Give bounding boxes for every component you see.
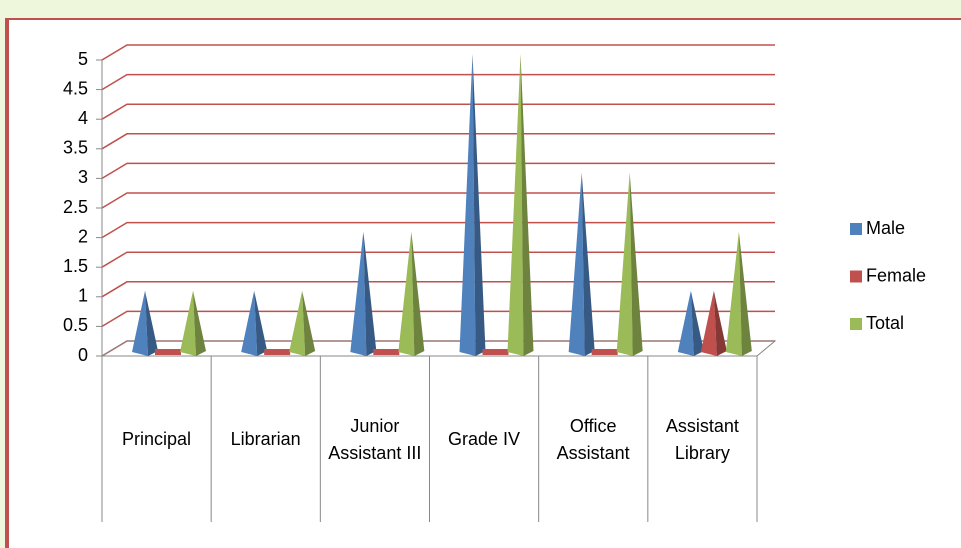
pyramid-face bbox=[132, 290, 148, 356]
pyramid-face bbox=[155, 349, 181, 355]
grid-line bbox=[101, 251, 775, 268]
grid-line bbox=[101, 73, 775, 91]
legend-label: Female bbox=[866, 265, 926, 285]
grid-line bbox=[101, 103, 775, 120]
pyramid-face bbox=[520, 54, 534, 356]
pyramid-face bbox=[289, 290, 306, 356]
pyramid bbox=[568, 172, 595, 356]
x-tick-label: Office Assistant bbox=[556, 415, 630, 463]
y-tick-label: 0 bbox=[78, 345, 88, 365]
pyramid-face bbox=[713, 290, 727, 356]
x-tick-label: Assistant Library bbox=[665, 415, 739, 463]
pyramid-face bbox=[581, 172, 595, 356]
pyramid-face bbox=[472, 54, 486, 356]
pyramid-face bbox=[302, 290, 316, 356]
pyramid-face bbox=[677, 290, 694, 356]
grid-line bbox=[101, 310, 775, 328]
y-tick-label: 0.5 bbox=[63, 315, 88, 335]
pyramid bbox=[677, 290, 704, 356]
legend-label: Male bbox=[866, 218, 905, 238]
pyramid-face bbox=[180, 290, 196, 356]
pyramid-face bbox=[350, 231, 367, 356]
pyramid bbox=[507, 54, 534, 356]
pyramid-face bbox=[700, 290, 717, 356]
y-tick-label: 1.5 bbox=[63, 256, 88, 276]
y-tick-label: 5 bbox=[78, 49, 88, 69]
pyramid-face bbox=[690, 290, 704, 356]
y-tick-label: 3 bbox=[78, 167, 88, 187]
legend-swatch bbox=[850, 318, 862, 330]
pyramid-face bbox=[373, 349, 400, 355]
legend-swatch bbox=[850, 270, 862, 283]
grid-line bbox=[101, 44, 775, 61]
x-tick-label: Grade IV bbox=[447, 429, 521, 449]
pyramid-face bbox=[616, 172, 633, 356]
pyramid-face bbox=[459, 54, 476, 356]
pyramid-face bbox=[725, 231, 742, 356]
grid-line bbox=[101, 192, 775, 209]
y-tick-label: 2.5 bbox=[63, 197, 88, 217]
x-tick-label: Principal bbox=[121, 429, 192, 449]
pyramid bbox=[700, 290, 727, 356]
y-tick-label: 4.5 bbox=[63, 78, 88, 98]
pyramid bbox=[482, 349, 509, 355]
grid-line bbox=[101, 281, 775, 298]
pyramid-face bbox=[363, 231, 377, 356]
chart-frame bbox=[5, 18, 961, 548]
y-tick-label: 4 bbox=[78, 108, 88, 128]
pyramid-face bbox=[398, 231, 415, 356]
legend-label: Total bbox=[866, 313, 904, 333]
pyramid-face bbox=[482, 349, 509, 355]
pyramid bbox=[289, 290, 316, 356]
x-tick-label: Junior Assistant III bbox=[328, 415, 422, 463]
pyramid bbox=[180, 290, 206, 356]
pyramid bbox=[725, 231, 752, 356]
legend-swatch bbox=[850, 223, 862, 235]
y-tick-label: 3.5 bbox=[63, 138, 88, 158]
pyramid bbox=[241, 290, 268, 356]
pyramid-face bbox=[591, 349, 618, 355]
pyramid bbox=[398, 231, 425, 356]
y-tick-label: 2 bbox=[78, 226, 88, 246]
pyramid bbox=[616, 172, 643, 356]
pyramid bbox=[350, 231, 377, 356]
pyramid-face bbox=[568, 172, 585, 356]
y-tick-label: 1 bbox=[78, 286, 88, 306]
grid-line bbox=[101, 162, 775, 180]
pyramid-face bbox=[411, 231, 425, 356]
grid-line bbox=[101, 221, 775, 239]
pyramid-face bbox=[507, 54, 524, 356]
pyramid bbox=[459, 54, 486, 356]
pyramid-face bbox=[264, 349, 291, 355]
grid-line bbox=[101, 133, 775, 150]
pyramid-face bbox=[254, 290, 268, 356]
pyramid bbox=[373, 349, 400, 355]
x-tick-label: Librarian bbox=[230, 429, 301, 449]
pyramid-face bbox=[241, 290, 258, 356]
pyramid-face bbox=[629, 172, 643, 356]
pyramid bbox=[132, 290, 158, 356]
pyramid bbox=[591, 349, 618, 355]
pyramid-face bbox=[193, 290, 206, 356]
pyramid-face bbox=[145, 290, 158, 356]
pyramid-face bbox=[738, 231, 752, 356]
pyramid bbox=[264, 349, 291, 355]
pyramid bbox=[155, 349, 181, 355]
